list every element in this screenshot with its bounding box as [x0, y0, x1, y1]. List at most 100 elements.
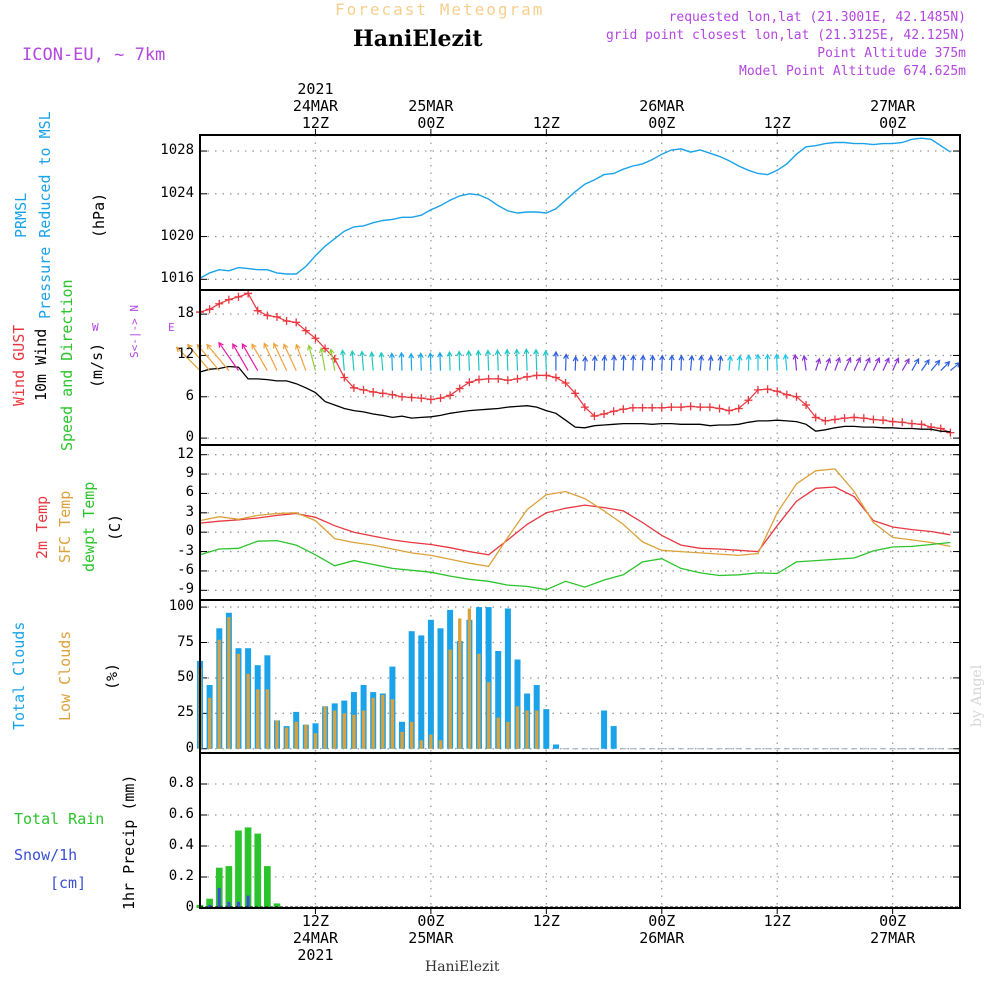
- wind-arrow: [921, 358, 930, 371]
- gust-marker: [484, 374, 493, 383]
- gust-marker: [542, 371, 551, 380]
- gust-marker: [734, 404, 743, 413]
- wind-arrow: [475, 349, 482, 371]
- low-cloud-bar: [333, 710, 337, 749]
- wind-arrow: [736, 354, 743, 371]
- low-cloud-bar: [284, 727, 289, 749]
- rain-bar: [244, 827, 252, 908]
- gust-marker: [224, 295, 233, 304]
- gust-marker: [859, 414, 868, 423]
- top-time-label: 26MAR 00Z: [617, 98, 707, 132]
- gust-marker: [215, 299, 224, 308]
- gust-marker: [830, 415, 839, 424]
- y-tick-label: 3: [185, 503, 194, 520]
- wind-arrow: [389, 352, 395, 371]
- low-cloud-bar: [265, 689, 269, 749]
- gust-marker: [378, 389, 387, 398]
- gust-marker: [321, 344, 330, 353]
- gust-marker: [753, 385, 762, 394]
- rain-bar: [206, 898, 213, 908]
- bottom-time-label: 00Z 25MAR: [386, 913, 476, 947]
- wind-arrow: [427, 351, 434, 371]
- gust-marker: [407, 393, 416, 402]
- y-tick-label: 12: [177, 445, 194, 462]
- wind-arrow: [659, 354, 666, 371]
- gust-marker: [840, 414, 849, 423]
- wind-arrow: [563, 353, 569, 371]
- gust-marker: [879, 416, 888, 425]
- y-tick-label: -3: [177, 542, 194, 559]
- wind-arrow: [773, 353, 780, 371]
- low-cloud-bar: [506, 721, 510, 749]
- gust-marker: [532, 371, 541, 380]
- wind-arrow: [824, 357, 832, 371]
- rain-bar: [264, 866, 271, 908]
- panel-label-temp: (C): [106, 513, 124, 541]
- wind-arrow: [307, 344, 316, 371]
- wind-arrow: [901, 357, 910, 371]
- rain-bar: [235, 830, 242, 908]
- y-tick-label: 18: [177, 305, 194, 322]
- wind-arrow: [523, 348, 530, 371]
- top-time-label: 12Z: [501, 115, 591, 132]
- low-cloud-bar: [467, 608, 471, 749]
- gust-marker: [696, 403, 705, 412]
- wind-arrow: [241, 343, 259, 371]
- gust-marker: [426, 395, 435, 404]
- gust-marker: [763, 385, 772, 394]
- y-tick-label: 0.4: [168, 837, 194, 853]
- time-label-line: 12Z: [763, 114, 791, 132]
- legend-snow: Snow/1h: [14, 846, 78, 864]
- wind-arrow: [940, 360, 951, 372]
- wind-arrow: [707, 355, 714, 371]
- low-cloud-bar: [400, 731, 404, 749]
- bottom-time-label: 00Z 27MAR: [848, 913, 938, 947]
- low-cloud-bar: [429, 734, 433, 749]
- top-time-label: 25MAR 00Z: [386, 98, 476, 132]
- total-cloud-bar: [553, 744, 559, 749]
- wind-speed-line: [199, 365, 951, 433]
- time-label-line: 00Z: [648, 114, 676, 132]
- wind-arrow: [465, 349, 472, 371]
- gust-marker: [349, 383, 358, 392]
- requested-coords: requested lon,lat (21.3001E, 42.1485N): [668, 10, 966, 25]
- footer-location: HaniElezit: [425, 959, 500, 975]
- y-tick-label: 1020: [160, 227, 194, 244]
- total-cloud-bar: [543, 709, 550, 749]
- time-label-line: 12Z: [763, 912, 791, 930]
- wind-arrow: [408, 352, 415, 371]
- total-cloud-bar: [601, 710, 608, 749]
- low-cloud-bar: [294, 721, 298, 749]
- time-label-line: 2021: [297, 946, 334, 964]
- wind-arrow: [717, 354, 724, 371]
- wind-arrow: [844, 356, 852, 371]
- low-cloud-bar: [438, 740, 443, 749]
- low-cloud-bar: [208, 697, 212, 749]
- compass-east: E: [168, 321, 175, 334]
- wind-arrow: [792, 353, 799, 371]
- bottom-time-label: 12Z: [501, 913, 591, 930]
- gust-marker: [503, 376, 512, 385]
- wind-arrow: [601, 354, 608, 371]
- wind-arrow: [218, 341, 239, 371]
- wind-arrow: [872, 356, 881, 371]
- model-name: ICON-EU, ~ 7km: [22, 45, 166, 65]
- time-label-line: 00Z: [879, 912, 907, 930]
- y-tick-label: 0: [185, 899, 194, 915]
- gust-marker: [802, 401, 811, 410]
- time-label-line: 2021: [297, 80, 334, 98]
- model-altitude: Model Point Altitude 674.625m: [739, 64, 966, 79]
- point-altitude: Point Altitude 375m: [817, 46, 966, 61]
- wind-arrow: [513, 348, 520, 371]
- wind-arrow: [834, 356, 841, 371]
- wind-arrow: [328, 348, 336, 371]
- low-cloud-bar: [256, 689, 260, 749]
- wind-arrow: [378, 351, 385, 371]
- wind-arrow: [446, 350, 453, 371]
- wind-arrow: [273, 342, 288, 371]
- wind-arrow: [339, 349, 346, 371]
- snow-bar: [208, 904, 212, 908]
- gust-marker: [888, 417, 897, 426]
- time-label-line: 00Z: [417, 114, 445, 132]
